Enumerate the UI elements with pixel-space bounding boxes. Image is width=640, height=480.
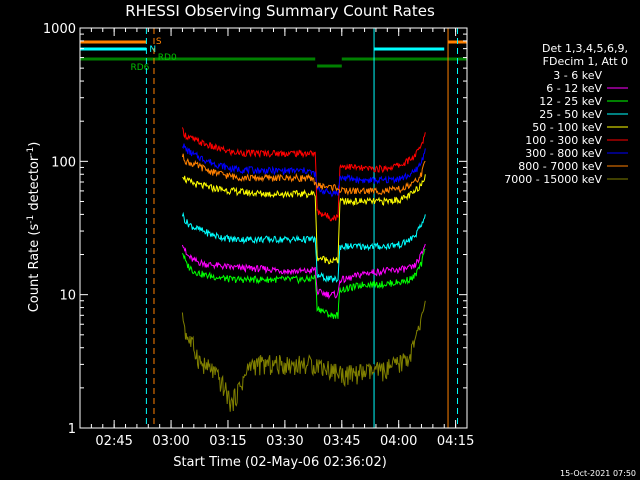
footer-date: 15-Oct-2021 07:50 — [560, 469, 636, 478]
x-tick-label: 04:00 — [380, 434, 417, 449]
rd-flag-label: RD6 — [130, 63, 149, 73]
x-tick-label: 03:00 — [152, 434, 189, 449]
legend-label: 100 - 300 keV — [525, 134, 602, 147]
x-axis-label: Start Time (02-May-06 02:36:02) — [173, 455, 387, 470]
legend-header: Det 1,3,4,5,6,9, — [542, 42, 628, 55]
series-line-8 — [181, 300, 426, 412]
series-line-7 — [181, 153, 426, 196]
time-markers — [79, 28, 459, 428]
series-line-3 — [181, 211, 426, 283]
legend-label: 12 - 25 keV — [539, 95, 602, 108]
y-tick-label: 1000 — [43, 22, 76, 37]
plot-frame — [79, 27, 468, 429]
series-line-2 — [181, 248, 426, 319]
x-tick-label: 03:30 — [266, 434, 303, 449]
series-line-4 — [182, 174, 426, 265]
x-tick-label: 03:15 — [209, 434, 246, 449]
legend-label: 300 - 800 keV — [525, 147, 602, 160]
legend-label: 7000 - 15000 keV — [504, 173, 602, 186]
x-tick-label: 03:45 — [323, 434, 360, 449]
y-tick-label: 100 — [51, 155, 76, 170]
chart-title: RHESSI Observing Summary Count Rates — [125, 2, 435, 20]
series-line-0 — [181, 216, 426, 376]
x-tick-label: 02:45 — [95, 434, 132, 449]
rd-flag-label: RD0 — [158, 53, 177, 63]
series-line-5 — [181, 127, 426, 222]
series-line-1 — [181, 243, 426, 300]
legend: Det 1,3,4,5,6,9,FDecim 1, Att 03 - 6 keV… — [504, 42, 628, 186]
x-tick-label: 04:15 — [437, 434, 474, 449]
legend-label: 6 - 12 keV — [546, 82, 602, 95]
series-line-6 — [181, 143, 426, 198]
y-tick-label: 1 — [68, 422, 76, 437]
legend-header: FDecim 1, Att 0 — [543, 55, 628, 68]
y-tick-label: 10 — [59, 289, 76, 304]
legend-label: 3 - 6 keV — [553, 69, 602, 82]
series-lines — [181, 127, 426, 412]
legend-label: 50 - 100 keV — [532, 121, 602, 134]
plot-axes: 1000 100 10 1 02:45 03:00 03:15 03:30 03:45 04:00… — [43, 22, 474, 449]
legend-label: 25 - 50 keV — [539, 108, 602, 121]
legend-label: 800 - 7000 keV — [518, 160, 602, 173]
night-flag-label: N — [149, 45, 156, 55]
y-axis-label: Count Rate (s-1 detector-1) — [26, 142, 42, 313]
saa-flag-label: S — [156, 37, 162, 47]
